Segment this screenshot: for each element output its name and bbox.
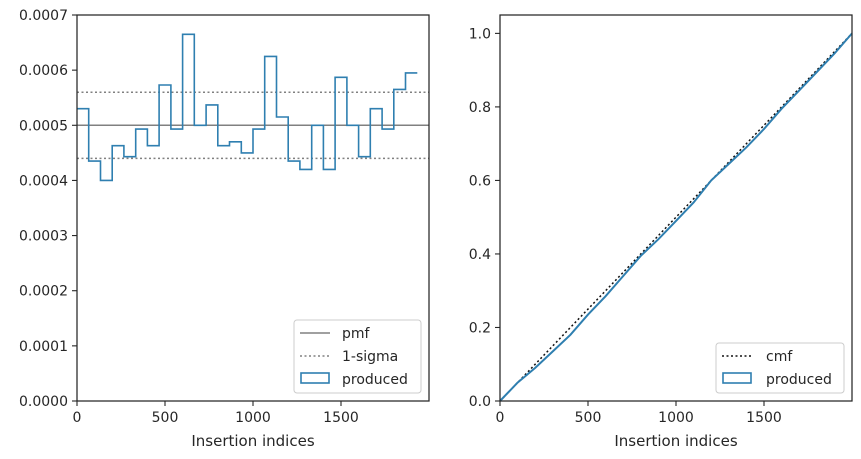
left-legend: pmf 1-sigma produced bbox=[293, 319, 422, 394]
right-legend-box bbox=[715, 342, 845, 394]
left-y-tick-label: 0.0002 bbox=[19, 284, 68, 300]
legend-pmf-label: pmf bbox=[342, 326, 371, 342]
left-x-axis-label: Insertion indices bbox=[191, 432, 314, 450]
right-ticks: 0 500 1000 1500 0.0 0.2 0.4 0.6 0.8 1.0 bbox=[469, 26, 782, 426]
left-y-tick-label: 0.0000 bbox=[19, 394, 68, 410]
left-x-tick-label: 500 bbox=[152, 410, 179, 426]
left-y-tick-label: 0.0006 bbox=[19, 63, 68, 79]
left-x-tick-label: 1000 bbox=[235, 410, 271, 426]
left-y-tick-label: 0.0005 bbox=[19, 118, 68, 134]
left-legend-box bbox=[293, 319, 422, 394]
cmf-line bbox=[499, 32, 853, 402]
left-x-tick-label: 0 bbox=[73, 410, 82, 426]
produced-cumulative-line bbox=[499, 32, 853, 402]
legend-produced-label: produced bbox=[342, 372, 408, 388]
right-y-tick-label: 0.4 bbox=[469, 247, 491, 263]
right-legend: cmf produced bbox=[715, 342, 845, 394]
right-x-tick-label: 500 bbox=[575, 410, 602, 426]
legend-sigma-label: 1-sigma bbox=[342, 349, 398, 365]
legend-cmf-label: cmf bbox=[766, 349, 793, 365]
left-y-tick-label: 0.0003 bbox=[19, 229, 68, 245]
left-y-tick-label: 0.0001 bbox=[19, 339, 68, 355]
right-chart: 0 500 1000 1500 0.0 0.2 0.4 0.6 0.8 1.0 Insertion… bbox=[469, 14, 853, 450]
left-plot-area bbox=[77, 33, 429, 182]
left-y-tick-label: 0.0004 bbox=[19, 173, 68, 189]
right-x-tick-label: 1000 bbox=[658, 410, 694, 426]
right-x-tick-label: 1500 bbox=[746, 410, 782, 426]
right-y-tick-label: 0.8 bbox=[469, 100, 491, 116]
produced-histogram bbox=[77, 33, 418, 182]
right-y-tick-label: 0.0 bbox=[469, 394, 491, 410]
right-x-tick-label: 0 bbox=[496, 410, 505, 426]
right-plot-area bbox=[499, 32, 853, 402]
legend-produced-patch bbox=[300, 372, 330, 384]
right-y-tick-label: 1.0 bbox=[469, 26, 491, 42]
right-x-axis-label: Insertion indices bbox=[614, 432, 737, 450]
left-ticks: 0 500 1000 1500 0.0000 0.0001 0.0002 0.0003 0.00… bbox=[19, 8, 359, 426]
right-y-tick-label: 0.6 bbox=[469, 173, 491, 189]
right-y-tick-label: 0.2 bbox=[469, 320, 491, 336]
left-x-tick-label: 1500 bbox=[323, 410, 359, 426]
legend-produced-patch-right bbox=[722, 372, 752, 384]
left-y-tick-label: 0.0007 bbox=[19, 8, 68, 24]
left-chart: 0 500 1000 1500 0.0000 0.0001 0.0002 0.0003 0.00… bbox=[19, 8, 430, 450]
legend-produced-label-right: produced bbox=[766, 372, 832, 388]
